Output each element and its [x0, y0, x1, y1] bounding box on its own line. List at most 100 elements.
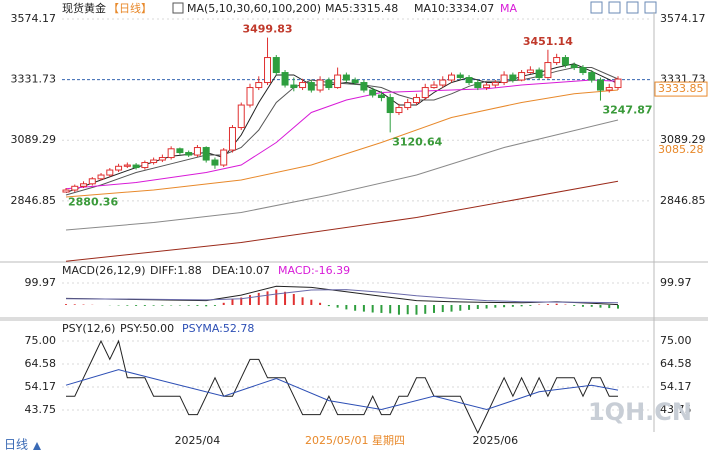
- candle-body: [202, 147, 210, 161]
- x-tick-label: 2025/04: [175, 434, 221, 447]
- candle-body: [421, 87, 429, 99]
- candle-body: [167, 148, 175, 159]
- candle-body: [106, 169, 114, 176]
- price-tag: 3085.28: [658, 143, 704, 156]
- candle-body: [518, 72, 526, 81]
- y-tick-label: 54.17: [25, 380, 57, 393]
- candle-body: [588, 72, 596, 81]
- line: [65, 369, 619, 411]
- candle-body: [71, 185, 79, 191]
- candle-body: [325, 79, 333, 89]
- legend-entry: PSYMA:52.78: [182, 322, 254, 335]
- annotation: 2880.36: [68, 195, 118, 208]
- y-tick-label-right: 75.00: [660, 334, 692, 347]
- candle-body: [316, 79, 324, 91]
- period-tab-arrow[interactable]: [33, 442, 41, 450]
- candle-body: [404, 102, 412, 109]
- toolbar-button[interactable]: [608, 1, 621, 14]
- y-tick-label-right: 64.58: [660, 357, 692, 370]
- candle-body: [474, 82, 482, 89]
- y-tick-label-right: 3574.17: [660, 12, 706, 25]
- legend-entry: MA5:3315.48: [325, 2, 398, 15]
- candle-body: [185, 152, 193, 156]
- candle-body: [448, 74, 456, 81]
- candle-body: [141, 162, 149, 169]
- annotation: 3247.87: [602, 104, 652, 117]
- candle-body: [272, 57, 280, 74]
- y-tick-label: 2846.85: [11, 194, 57, 207]
- candle-body: [491, 82, 499, 86]
- candle-body: [439, 79, 447, 86]
- annotation: 3120.64: [392, 135, 442, 148]
- annotation: 3451.14: [523, 35, 573, 48]
- y-tick-label-right: 2846.85: [660, 194, 706, 207]
- legend-entry: PSY:50.00: [120, 322, 174, 335]
- legend-entry: MA10:3334.07: [414, 2, 494, 15]
- annotation: 3499.83: [242, 23, 292, 36]
- candle-body: [115, 165, 123, 171]
- candle-body: [535, 69, 543, 79]
- period: 【日线】: [108, 1, 152, 15]
- y-tick-label: 75.00: [25, 334, 57, 347]
- candle-body: [228, 127, 236, 151]
- period-tab[interactable]: 日线: [4, 438, 28, 452]
- candle-body: [570, 64, 578, 69]
- y-tick-label-right: 54.17: [660, 380, 692, 393]
- date-label: 2025/05/01 星期四: [305, 434, 405, 447]
- candle-body: [158, 157, 166, 161]
- candle-body: [281, 72, 289, 86]
- line: [65, 180, 619, 262]
- candle-body: [553, 57, 561, 64]
- y-tick-label: 3089.29: [11, 133, 57, 146]
- ma-icon[interactable]: [172, 2, 184, 14]
- y-tick-label-right: 43.75: [660, 403, 692, 416]
- candle-body: [509, 74, 517, 81]
- candle-body: [264, 57, 272, 84]
- candle-body: [456, 74, 464, 79]
- watermark: 1QH.CN: [588, 398, 692, 426]
- toolbar: [590, 1, 657, 14]
- line: [66, 339, 618, 435]
- price-tag-box: [654, 81, 708, 97]
- line: [65, 89, 619, 198]
- candle-body: [369, 89, 377, 96]
- candle-body: [88, 178, 96, 185]
- line: [65, 119, 619, 231]
- candle-body: [430, 84, 438, 89]
- candle-body: [290, 84, 298, 89]
- x-tick-label: 2025/06: [472, 434, 518, 447]
- y-tick-label: 3331.73: [11, 73, 57, 86]
- legend-entry: MACD:-16.39: [278, 264, 350, 277]
- line: [65, 67, 619, 196]
- toolbar-button[interactable]: [590, 1, 603, 14]
- candle-body: [579, 67, 587, 74]
- candle-body: [342, 74, 350, 81]
- y-tick-label: 3574.17: [11, 12, 57, 25]
- candle-body: [97, 174, 105, 180]
- candle-body: [334, 74, 342, 89]
- legend-entry: MA: [500, 2, 517, 15]
- y-tick-label: 99.97: [25, 276, 57, 289]
- candle-body: [255, 82, 263, 89]
- candle-body: [150, 159, 158, 164]
- psy-title: PSY(12,6): [62, 322, 115, 335]
- candle-body: [544, 62, 552, 79]
- candle-body: [483, 84, 491, 89]
- candle-body: [176, 148, 184, 154]
- toolbar-button[interactable]: [644, 1, 657, 14]
- macd-title: MACD(26,12,9): [62, 264, 146, 277]
- candle-body: [360, 82, 368, 91]
- candle-body: [80, 183, 88, 187]
- legend-entry: DIFF:1.88: [150, 264, 202, 277]
- candle-body: [193, 147, 201, 156]
- toolbar-button[interactable]: [626, 1, 639, 14]
- candle-body: [526, 69, 534, 74]
- y-tick-label: 43.75: [25, 403, 57, 416]
- candle-body: [561, 57, 569, 66]
- candle-body: [307, 82, 315, 91]
- chart-title: 现货黄金: [62, 1, 106, 15]
- candle-body: [211, 159, 219, 166]
- y-tick-label: 64.58: [25, 357, 57, 370]
- candle-body: [237, 104, 245, 129]
